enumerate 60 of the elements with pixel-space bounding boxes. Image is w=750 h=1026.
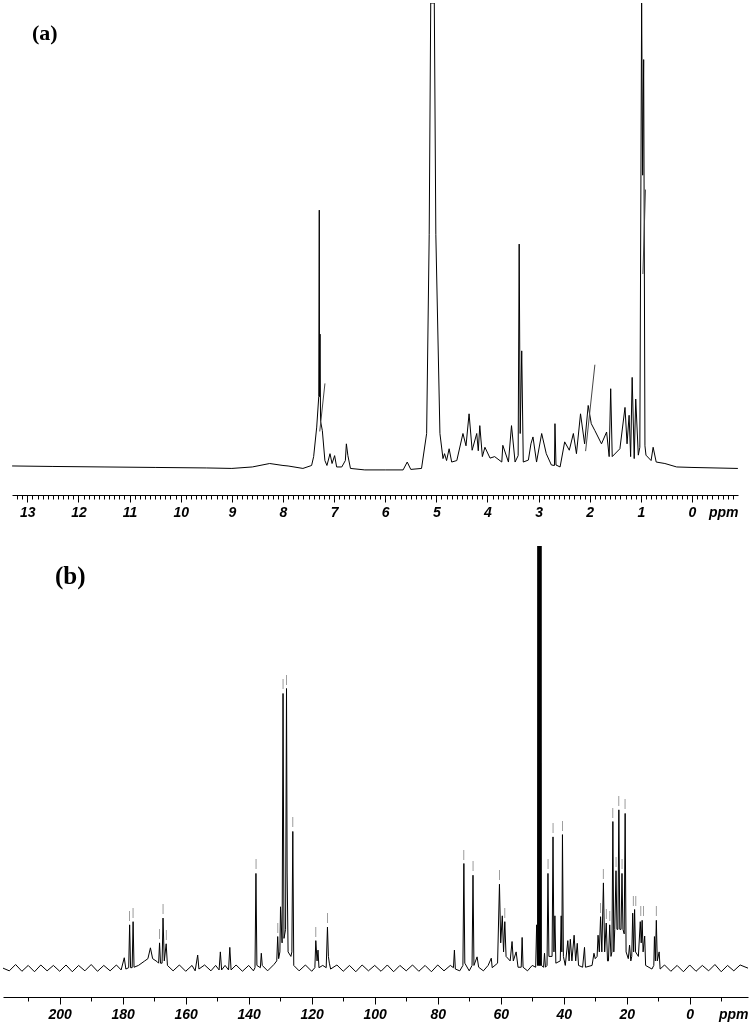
annotation: || — [631, 894, 638, 906]
annotation: | — [462, 848, 466, 860]
annotation: | — [655, 905, 658, 917]
x-tick-label: 7 — [330, 503, 340, 520]
x-tick-label: 120 — [300, 1005, 325, 1022]
annotation: | — [551, 821, 555, 833]
x-tick-label: 20 — [618, 1005, 636, 1022]
annotation: | — [276, 921, 279, 933]
x-tick-label: 11 — [122, 503, 138, 520]
annotation: | — [285, 673, 288, 685]
x-tick-label: 160 — [174, 1005, 199, 1022]
annotation: | — [291, 816, 295, 828]
annotation: | — [254, 858, 258, 870]
x-tick-label: 1 — [637, 503, 646, 520]
annotation: | — [326, 912, 329, 924]
annotation: | — [164, 928, 168, 940]
annotation: | — [599, 901, 602, 913]
annotation: | — [503, 906, 507, 918]
annotation: | — [623, 798, 627, 810]
x-tick-label: 12 — [71, 503, 87, 520]
annotation: | — [281, 678, 285, 690]
annotation: | — [314, 925, 318, 937]
annotation: | — [131, 906, 135, 918]
annotation: | — [161, 903, 165, 915]
x-tick-label: 200 — [47, 1005, 73, 1022]
x-tick-label: 8 — [279, 503, 288, 520]
annotation: | — [611, 806, 615, 818]
x-tick-label: 0 — [686, 1005, 695, 1022]
annotation: | — [471, 860, 475, 872]
x-tick-label: 100 — [363, 1005, 388, 1022]
x-tick-label: 0 — [688, 503, 697, 520]
x-tick-label: 140 — [237, 1005, 262, 1022]
x-tick-label: 2 — [585, 503, 595, 520]
annotation: | — [498, 869, 501, 881]
x-tick-label: 10 — [173, 503, 190, 520]
annotation: | — [614, 855, 618, 867]
annotation: | — [561, 819, 564, 831]
x-tick-label: 9 — [228, 503, 237, 520]
annotation: || — [639, 905, 645, 917]
annotation: | — [158, 927, 161, 939]
x-tick-label: 80 — [430, 1005, 447, 1022]
annotation: | — [620, 858, 624, 870]
x-tick-label: 6 — [381, 503, 390, 520]
x-axis-title: ppm — [707, 503, 739, 520]
annotation: | — [546, 858, 550, 870]
annotation: | — [604, 908, 608, 920]
text: (a) — [32, 20, 58, 45]
text: (b) — [55, 562, 86, 590]
x-tick-label: 40 — [555, 1005, 573, 1022]
annotation: | — [128, 909, 131, 921]
x-tick-label: 3 — [535, 503, 544, 520]
annotation: | — [602, 867, 605, 879]
x-axis-title: ppm — [717, 1005, 749, 1022]
x-tick-label: 4 — [483, 503, 493, 520]
x-tick-label: 60 — [493, 1005, 510, 1022]
x-tick-label: 13 — [20, 503, 36, 520]
annotation: | — [617, 794, 621, 806]
x-tick-label: 180 — [111, 1005, 136, 1022]
x-tick-label: 5 — [432, 503, 441, 520]
annotation: | — [608, 909, 612, 921]
